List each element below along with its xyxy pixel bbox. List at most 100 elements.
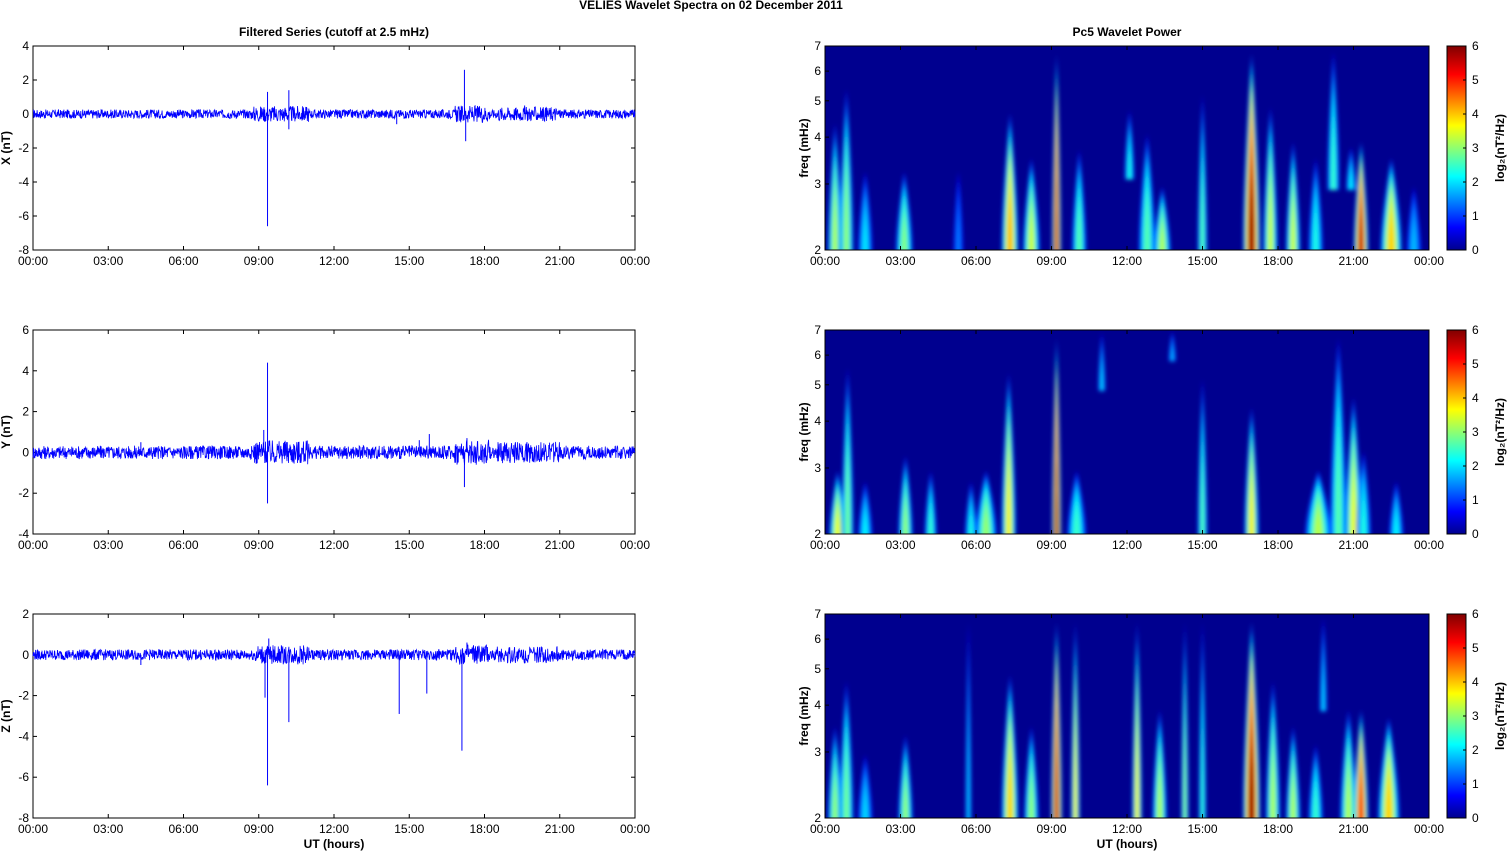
series-trace [32, 439, 636, 465]
x-tick-label: 00:00 [18, 254, 48, 268]
x-tick-label: 21:00 [1338, 538, 1368, 552]
y-tick-label: -4 [18, 175, 29, 189]
y-tick-label: -2 [18, 689, 29, 703]
power-contour [1201, 163, 1204, 250]
power-contour [863, 207, 868, 250]
y-tick-label: 3 [814, 745, 821, 759]
y-axis-label: freq (mHz) [797, 118, 811, 177]
power-contour [835, 500, 840, 534]
y-tick-label: 0 [22, 107, 29, 121]
power-contour [1346, 758, 1351, 818]
colorbar-tick-label: 6 [1472, 323, 1479, 337]
x-tick-label: 03:00 [885, 822, 915, 836]
x-tick-label: 00:00 [18, 538, 48, 552]
power-contour [1249, 140, 1254, 250]
power-contour [1135, 708, 1139, 818]
x-tick-label: 00:00 [810, 254, 840, 268]
y-axis-label: freq (mHz) [797, 686, 811, 745]
wavelet-power-map [827, 51, 1421, 250]
x-tick-label: 09:00 [244, 538, 274, 552]
x-tick-label: 12:00 [319, 538, 349, 552]
power-contour [1358, 758, 1364, 818]
y-tick-label: 4 [22, 39, 29, 53]
y-tick-label: 7 [814, 323, 821, 337]
x-tick-label: 06:00 [168, 538, 198, 552]
colorbar-label: log₂(nT²/Hz) [1493, 682, 1507, 750]
x-tick-label: 15:00 [1187, 538, 1217, 552]
power-contour [1201, 708, 1204, 818]
power-contour [1313, 200, 1318, 250]
colorbar-tick-label: 4 [1472, 391, 1479, 405]
power-contour [1291, 768, 1296, 818]
x-tick-label: 06:00 [961, 254, 991, 268]
power-contour [982, 500, 990, 534]
y-tick-label: 5 [814, 378, 821, 392]
power-contour [1128, 139, 1131, 180]
wavelet-power-map [828, 617, 1400, 818]
x-tick-label: 00:00 [810, 822, 840, 836]
y-tick-label: -8 [18, 811, 29, 825]
power-contour [1249, 708, 1254, 818]
y-tick-label: 4 [814, 698, 821, 712]
x-tick-label: 06:00 [168, 822, 198, 836]
power-contour [1249, 464, 1254, 534]
x-tick-label: 21:00 [1338, 822, 1368, 836]
colorbar-tick-label: 0 [1472, 527, 1479, 541]
x-axis-label: UT (hours) [304, 837, 365, 851]
x-tick-label: 09:00 [1036, 538, 1066, 552]
x-tick-label: 18:00 [1263, 254, 1293, 268]
colorbar-tick-label: 3 [1472, 425, 1479, 439]
colorbar-tick-label: 3 [1472, 709, 1479, 723]
x-tick-label: 15:00 [394, 254, 424, 268]
power-contour [844, 160, 849, 250]
power-contour [901, 207, 907, 250]
y-tick-label: -6 [18, 770, 29, 784]
power-contour [1055, 140, 1058, 250]
x-tick-label: 03:00 [885, 254, 915, 268]
x-tick-label: 00:00 [1414, 822, 1444, 836]
power-contour [1144, 186, 1150, 250]
x-tick-label: 18:00 [1263, 822, 1293, 836]
power-contour [1074, 708, 1077, 818]
colorbar-tick-label: 0 [1472, 243, 1479, 257]
colorbar-tick-label: 2 [1472, 175, 1479, 189]
power-contour [1077, 195, 1082, 250]
power-contour [863, 506, 868, 534]
colorbar-tick-label: 5 [1472, 73, 1479, 87]
power-contour [1361, 489, 1366, 534]
y-tick-label: 4 [22, 364, 29, 378]
plot-frame [32, 329, 636, 535]
x-tick-label: 06:00 [961, 538, 991, 552]
power-contour [1028, 200, 1034, 250]
power-contour [928, 500, 933, 534]
y-tick-label: -2 [18, 486, 29, 500]
y-tick-label: 0 [22, 445, 29, 459]
y-tick-label: -8 [18, 243, 29, 257]
y-tick-label: 3 [814, 177, 821, 191]
y-tick-label: 2 [22, 405, 29, 419]
x-tick-label: 00:00 [1414, 538, 1444, 552]
x-tick-label: 21:00 [545, 254, 575, 268]
power-contour [1314, 500, 1323, 534]
power-contour [1055, 708, 1059, 818]
plot-frame [32, 613, 636, 819]
x-tick-label: 00:00 [620, 822, 650, 836]
x-tick-label: 15:00 [1187, 822, 1217, 836]
power-contour [1100, 357, 1103, 391]
x-tick-label: 12:00 [1112, 822, 1142, 836]
y-tick-label: 6 [814, 632, 821, 646]
y-tick-label: 0 [22, 648, 29, 662]
x-tick-label: 09:00 [244, 254, 274, 268]
power-contour [1385, 763, 1392, 818]
y-tick-label: 2 [814, 527, 821, 541]
power-contour [967, 708, 970, 818]
colorbar-tick-label: 4 [1472, 675, 1479, 689]
y-tick-label: 7 [814, 39, 821, 53]
x-tick-label: 00:00 [1414, 254, 1444, 268]
plot-frame [32, 45, 636, 251]
y-tick-label: 5 [814, 94, 821, 108]
x-tick-label: 09:00 [1036, 254, 1066, 268]
power-contour [1006, 444, 1011, 534]
y-tick-label: -6 [18, 209, 29, 223]
